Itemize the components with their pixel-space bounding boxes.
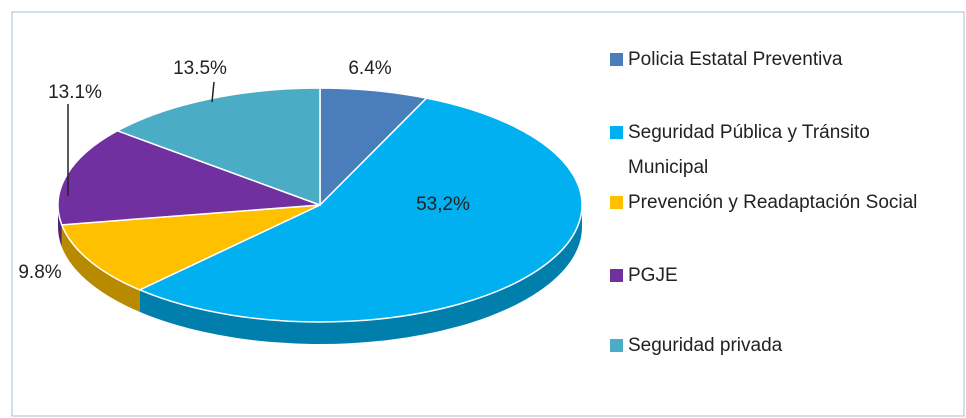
legend-item: Prevención y Readaptación Social bbox=[610, 185, 930, 220]
slice bbox=[57, 129, 321, 226]
data-label: 9.8% bbox=[18, 262, 61, 283]
data-label: 13.1% bbox=[48, 82, 102, 103]
leader-line bbox=[211, 81, 215, 103]
legend-item: Seguridad privada bbox=[610, 328, 930, 363]
legend-swatch bbox=[610, 269, 623, 282]
labels: 6.4% 53,2% 9.8% 13.1% 13.5% bbox=[18, 58, 470, 283]
data-label: 53,2% bbox=[416, 194, 470, 215]
slice-side bbox=[139, 205, 582, 345]
legend-swatch bbox=[610, 339, 623, 352]
legend-swatch bbox=[610, 53, 623, 66]
slice-side bbox=[61, 224, 140, 312]
legend-label: PGJE bbox=[628, 265, 678, 286]
legend-label: Seguridad Pública y Tránsito Municipal bbox=[628, 122, 870, 178]
slice bbox=[319, 87, 429, 207]
slice bbox=[115, 87, 321, 207]
legend-item: PGJE bbox=[610, 258, 930, 293]
legend-item: Seguridad Pública y Tránsito Municipal bbox=[610, 115, 930, 185]
legend-swatch bbox=[610, 126, 623, 139]
tops bbox=[57, 87, 583, 323]
legend-label: Prevención y Readaptación Social bbox=[628, 192, 918, 213]
slice bbox=[60, 204, 321, 291]
legend-swatch bbox=[610, 196, 623, 209]
legend-label: Policia Estatal Preventiva bbox=[628, 49, 843, 70]
data-label: 6.4% bbox=[348, 58, 391, 79]
data-label: 13.5% bbox=[173, 58, 227, 79]
chart-frame bbox=[11, 11, 965, 417]
legend-item: Policia Estatal Preventiva bbox=[610, 42, 930, 77]
legend-label: Seguridad privada bbox=[628, 335, 783, 356]
slice bbox=[137, 97, 583, 323]
